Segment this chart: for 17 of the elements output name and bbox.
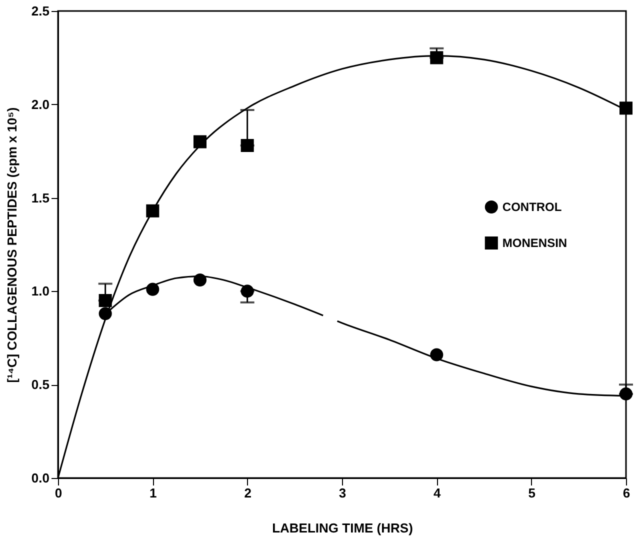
- x-tick-label: 4: [434, 486, 442, 500]
- y-tick-label: 1.0: [31, 284, 50, 299]
- x-tick-label: 2: [244, 486, 252, 500]
- x-axis-title: LABELING TIME (HRS): [272, 520, 413, 536]
- y-tick-label: 0.5: [31, 377, 50, 392]
- x-tick-label: 1: [150, 486, 157, 500]
- x-tick-label: 3: [338, 486, 346, 500]
- legend-label: MONENSIN: [502, 236, 568, 250]
- x-tick-label: 0: [54, 486, 62, 500]
- x-tick-label: 6: [622, 486, 630, 500]
- y-tick-label: 0.0: [31, 470, 50, 486]
- y-tick-label: 2.5: [31, 4, 50, 18]
- legend-label: CONTROL: [502, 200, 562, 214]
- y-tick-label: 1.5: [31, 190, 50, 206]
- y-axis-title: [¹⁴C] COLLAGENOUS PEPTIDES (cpm x 10⁵): [4, 107, 20, 383]
- y-tick-label: 2.0: [31, 96, 50, 112]
- x-tick-label: 5: [528, 486, 536, 500]
